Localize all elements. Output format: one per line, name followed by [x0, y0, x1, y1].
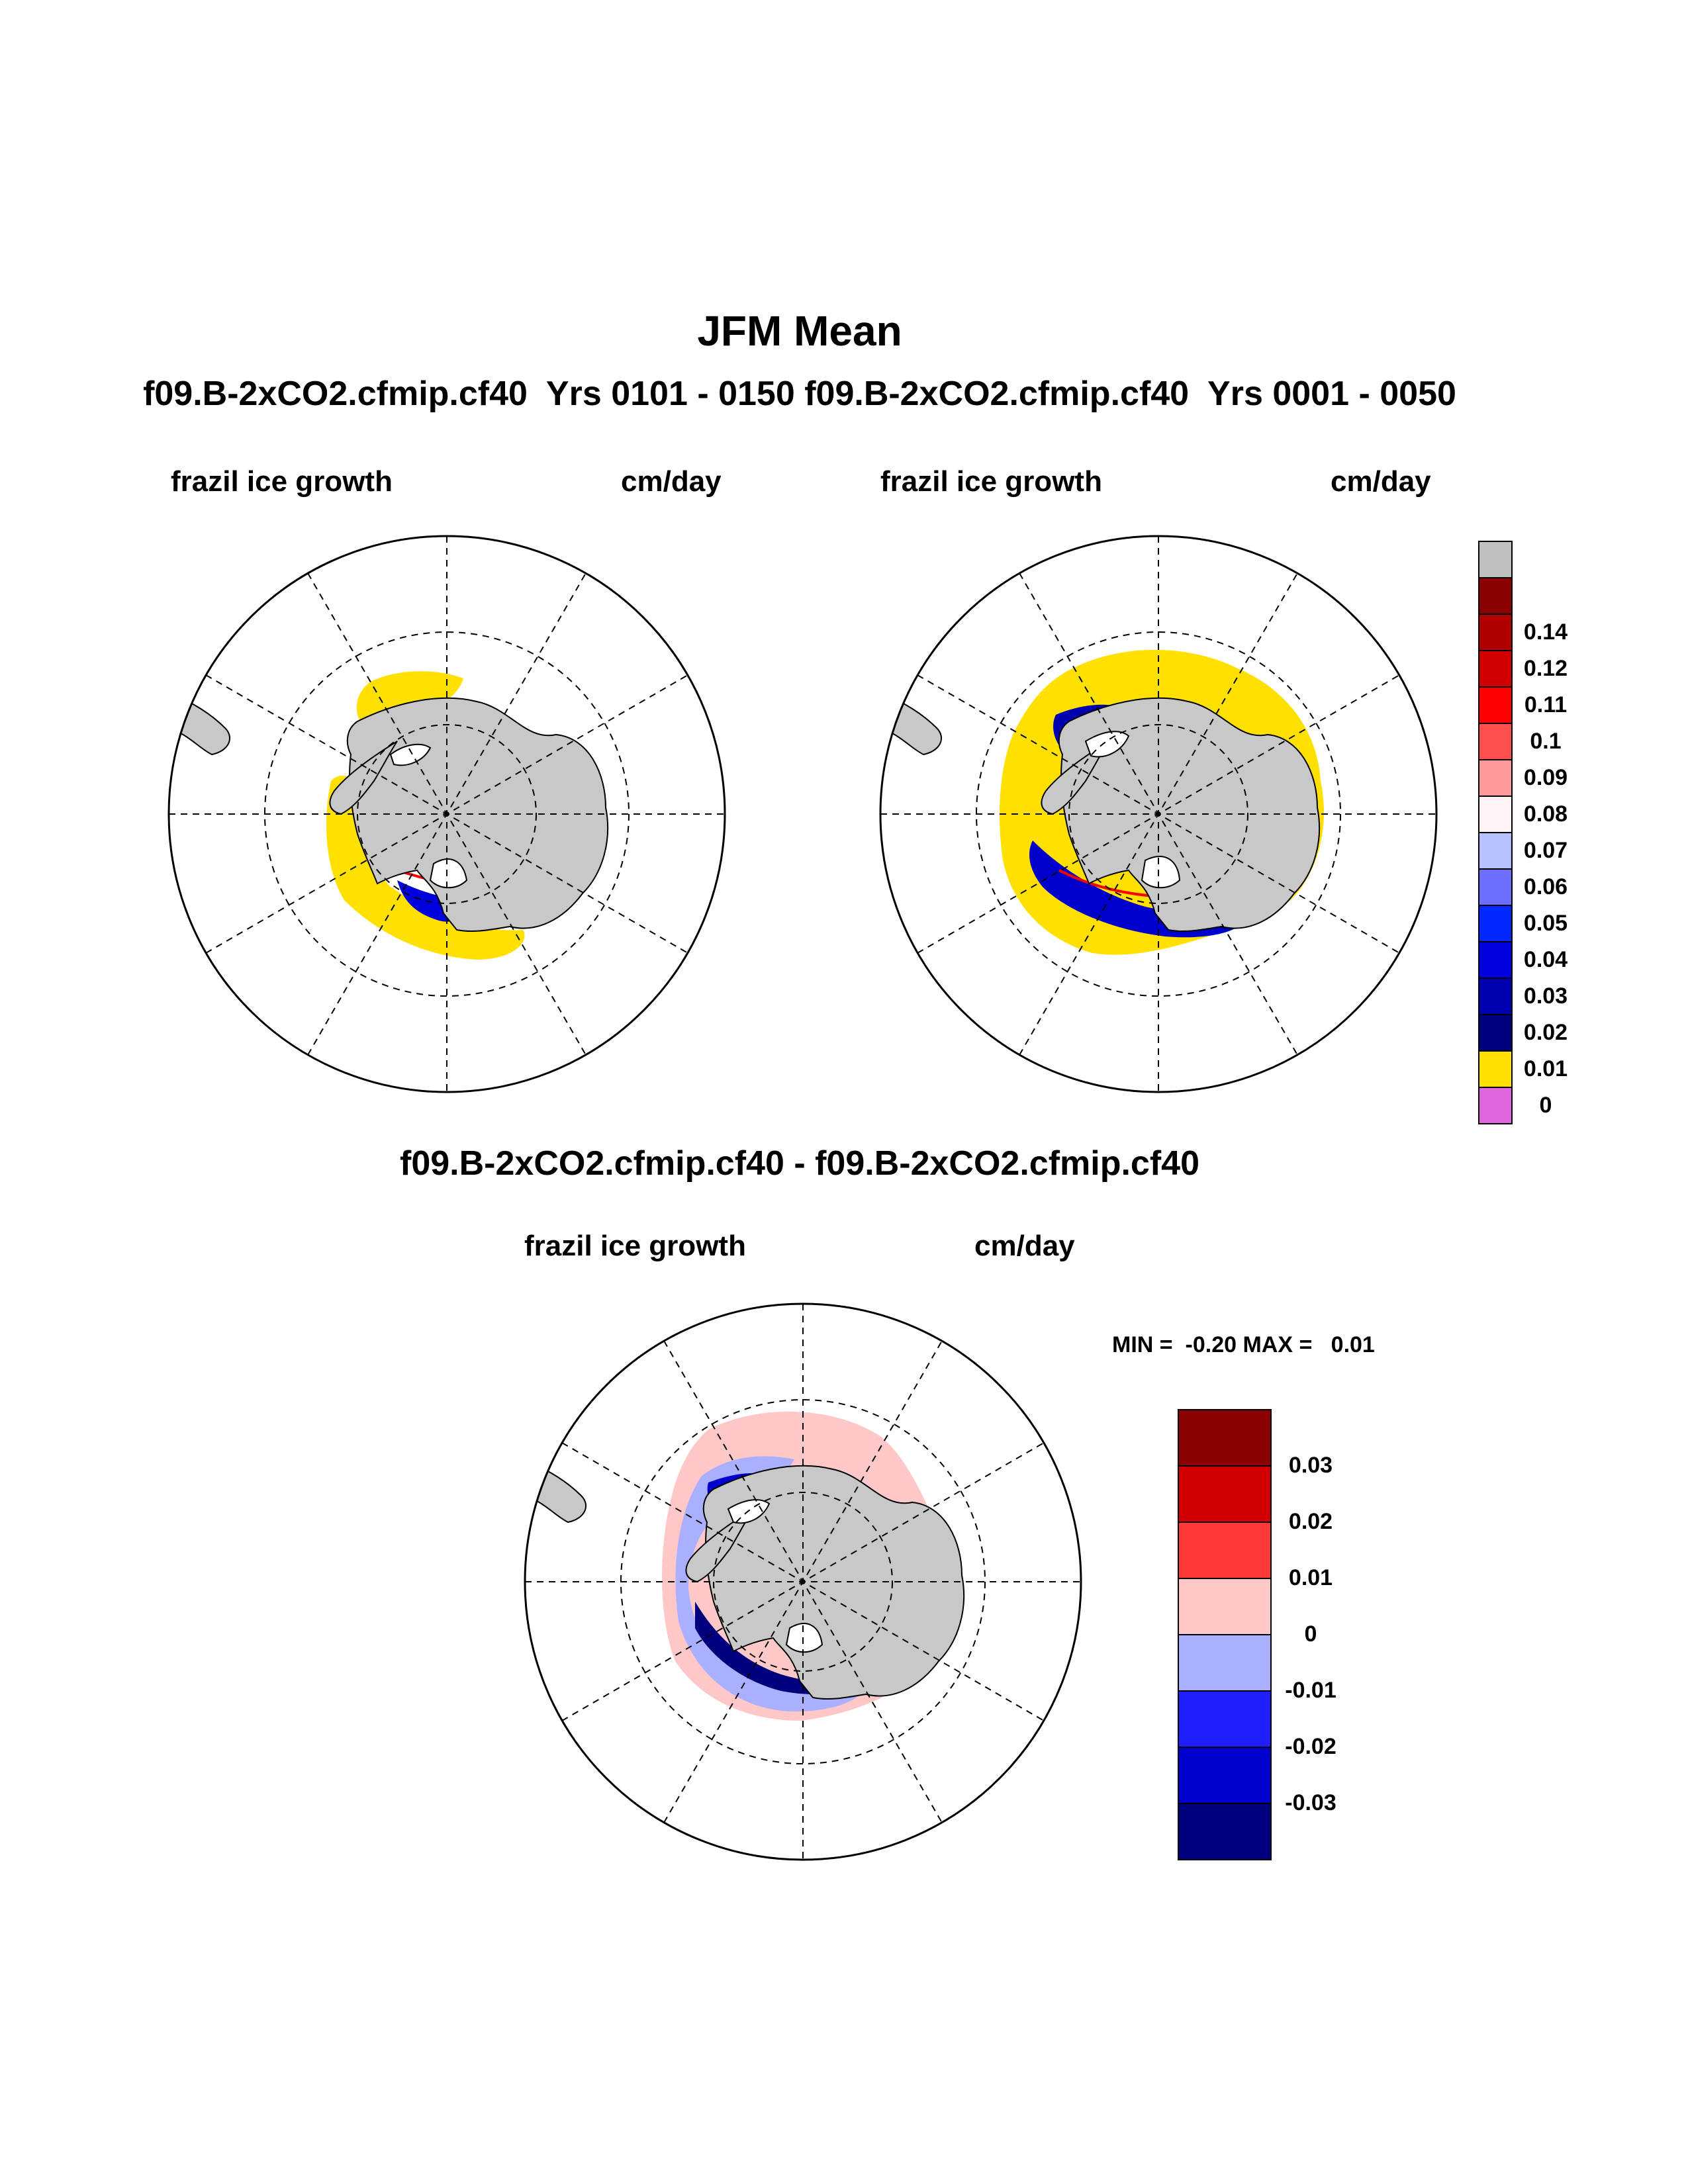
- panel3-units-label: cm/day: [974, 1230, 1075, 1262]
- main-colorbar-swatch: [1478, 1014, 1513, 1052]
- main-colorbar-tick-label: 0.14: [1523, 619, 1568, 645]
- panel2-blue-ross: [1029, 841, 1244, 938]
- main-colorbar-tick-label: 0.03: [1523, 983, 1568, 1009]
- main-colorbar-swatch: [1478, 723, 1513, 760]
- main-colorbar-tick-label: 0.07: [1523, 837, 1568, 863]
- difference-colorbar: [1178, 1409, 1272, 1860]
- main-colorbar-swatch: [1478, 650, 1513, 688]
- difference-colorbar-swatch: [1178, 1522, 1272, 1579]
- main-colorbar-swatch: [1478, 905, 1513, 942]
- panel2-variable-label: frazil ice growth: [880, 465, 1102, 498]
- main-colorbar-swatch: [1478, 759, 1513, 797]
- main-colorbar-tick-label: 0.06: [1523, 874, 1568, 899]
- main-colorbar-swatch: [1478, 1087, 1513, 1124]
- panel3-variable-label: frazil ice growth: [524, 1230, 746, 1262]
- main-colorbar-tick-label: 0.02: [1523, 1019, 1568, 1045]
- difference-colorbar-tick-label: 0.02: [1288, 1509, 1333, 1534]
- difference-colorbar-swatch: [1178, 1747, 1272, 1804]
- main-colorbar-swatch: [1478, 796, 1513, 833]
- main-colorbar-swatch: [1478, 978, 1513, 1015]
- difference-colorbar-tick-label: 0.01: [1288, 1565, 1333, 1590]
- main-colorbar-swatch: [1478, 686, 1513, 724]
- panel1-map: [167, 535, 726, 1093]
- difference-colorbar-swatch: [1178, 1634, 1272, 1692]
- difference-title: f09.B-2xCO2.cfmip.cf40 - f09.B-2xCO2.cfm…: [400, 1144, 1199, 1183]
- difference-colorbar-swatch: [1178, 1578, 1272, 1635]
- main-colorbar-tick-label: 0.12: [1523, 655, 1568, 681]
- panel2-units-label: cm/day: [1331, 465, 1431, 498]
- main-colorbar-swatch: [1478, 868, 1513, 906]
- main-colorbar-tick-label: 0.08: [1523, 801, 1568, 827]
- figure-title: JFM Mean: [697, 307, 902, 355]
- main-colorbar-tick-label: 0: [1539, 1092, 1552, 1118]
- difference-colorbar-tick-label: -0.02: [1285, 1734, 1336, 1759]
- panel1-units-label: cm/day: [621, 465, 722, 498]
- main-colorbar-swatch: [1478, 577, 1513, 615]
- difference-colorbar-swatch: [1178, 1690, 1272, 1748]
- main-colorbar-tick-label: 0.1: [1530, 728, 1562, 754]
- main-colorbar-swatch: [1478, 541, 1513, 578]
- panel1-yellow-ross: [326, 775, 525, 960]
- difference-colorbar-tick-label: -0.03: [1285, 1790, 1336, 1815]
- main-colorbar-swatch: [1478, 614, 1513, 651]
- difference-colorbar-tick-label: 0: [1304, 1621, 1317, 1647]
- main-colorbar-swatch: [1478, 832, 1513, 870]
- main-colorbar-tick-label: 0.05: [1523, 910, 1568, 936]
- main-colorbar-swatch: [1478, 1050, 1513, 1088]
- main-colorbar-tick-label: 0.01: [1523, 1056, 1568, 1081]
- panel1-variable-label: frazil ice growth: [171, 465, 393, 498]
- difference-colorbar-swatch: [1178, 1803, 1272, 1860]
- difference-min-max: MIN = -0.20 MAX = 0.01: [1112, 1332, 1375, 1357]
- panel2-map: [879, 535, 1438, 1093]
- difference-colorbar-swatch: [1178, 1465, 1272, 1523]
- main-colorbar-swatch: [1478, 941, 1513, 979]
- difference-colorbar-tick-label: -0.01: [1285, 1678, 1336, 1703]
- main-colorbar-tick-label: 0.09: [1523, 764, 1568, 790]
- difference-colorbar-swatch: [1178, 1409, 1272, 1467]
- panel3-map: [524, 1302, 1082, 1861]
- main-colorbar-tick-label: 0.04: [1523, 946, 1568, 972]
- main-colorbar: [1478, 541, 1513, 1124]
- figure-subtitle: f09.B-2xCO2.cfmip.cf40 Yrs 0101 - 0150 f…: [143, 375, 1456, 413]
- difference-colorbar-tick-label: 0.03: [1288, 1453, 1333, 1478]
- main-colorbar-tick-label: 0.11: [1524, 692, 1568, 717]
